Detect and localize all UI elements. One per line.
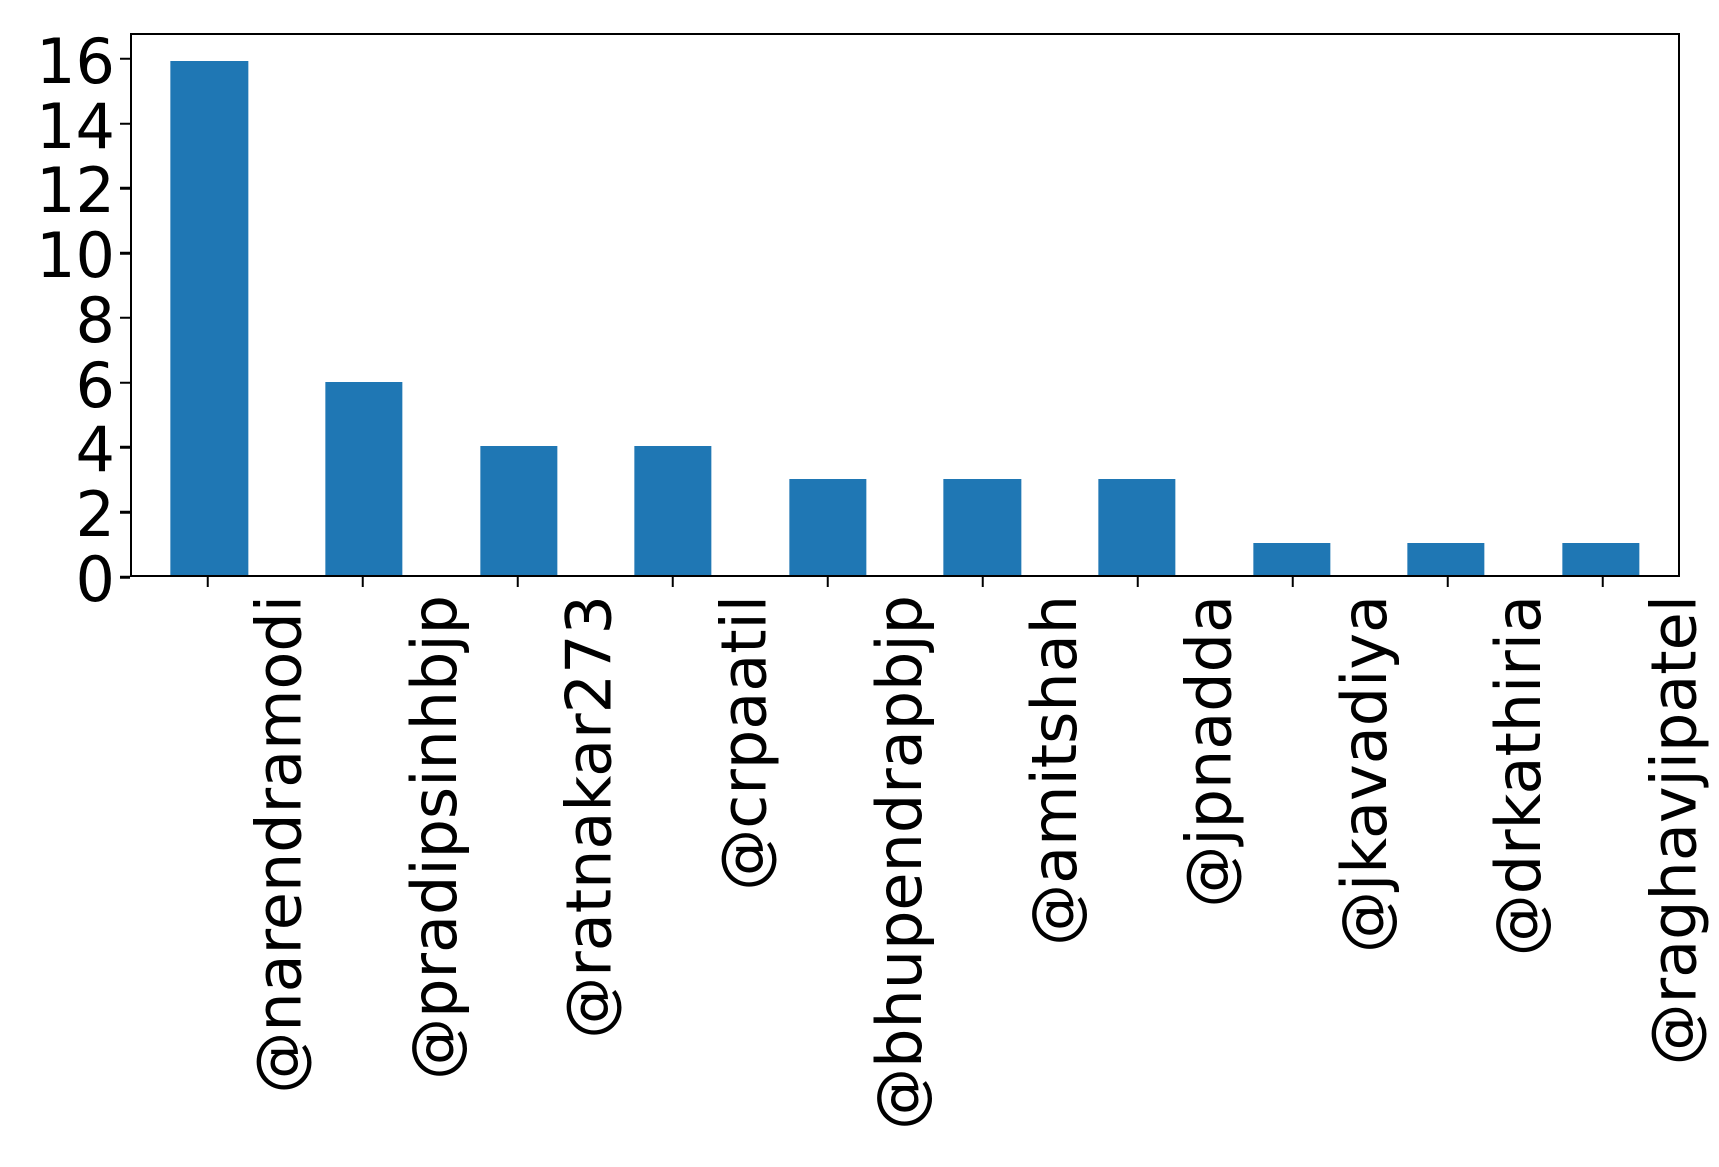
- bar-jkavadiya: [1252, 542, 1331, 575]
- bar-crpaatil: [634, 446, 712, 575]
- bar-narendramodi: [170, 60, 248, 575]
- y-tick-mark: [120, 316, 130, 320]
- y-tick-mark: [120, 381, 130, 384]
- y-tick-label-10: 10: [36, 219, 115, 293]
- y-tick-label-8: 8: [75, 283, 115, 357]
- x-tick-mark: [981, 577, 984, 587]
- y-tick-label-14: 14: [36, 89, 115, 163]
- x-tick-mark: [1291, 577, 1294, 587]
- y-tick-mark: [120, 510, 130, 514]
- y-tick-label-0: 0: [75, 543, 115, 616]
- bar-pradipsinhbjp: [325, 382, 403, 575]
- x-tick-mark: [1446, 577, 1449, 587]
- y-tick-mark: [120, 251, 130, 255]
- bar-jpnadda: [1098, 478, 1176, 575]
- x-tick-mark: [361, 577, 364, 587]
- y-tick-mark: [120, 122, 130, 125]
- bar-bhupendrapbjp: [789, 478, 867, 575]
- y-tick-mark: [120, 575, 130, 579]
- y-tick-label-2: 2: [75, 478, 115, 552]
- x-tick-mark: [206, 577, 209, 587]
- y-tick-label-16: 16: [36, 24, 115, 98]
- plot-area: [130, 33, 1680, 577]
- x-tick-mark: [1136, 577, 1139, 587]
- bar-ratnakar273: [479, 446, 558, 575]
- y-tick-label-4: 4: [75, 413, 115, 487]
- bars-container: [132, 35, 1678, 575]
- y-tick-label-12: 12: [36, 154, 115, 228]
- y-tick-mark: [120, 187, 130, 190]
- x-tick-mark: [826, 577, 829, 587]
- y-tick-mark: [120, 446, 130, 449]
- bar-amitshah: [943, 478, 1021, 575]
- x-tick-mark: [671, 577, 674, 587]
- bar-drkathiria: [1407, 542, 1485, 575]
- x-tick-mark: [516, 577, 519, 587]
- y-tick-mark: [120, 57, 130, 61]
- x-tick-mark: [1601, 577, 1604, 587]
- bar-raghavjipatel: [1562, 542, 1640, 575]
- y-tick-label-6: 6: [75, 348, 115, 422]
